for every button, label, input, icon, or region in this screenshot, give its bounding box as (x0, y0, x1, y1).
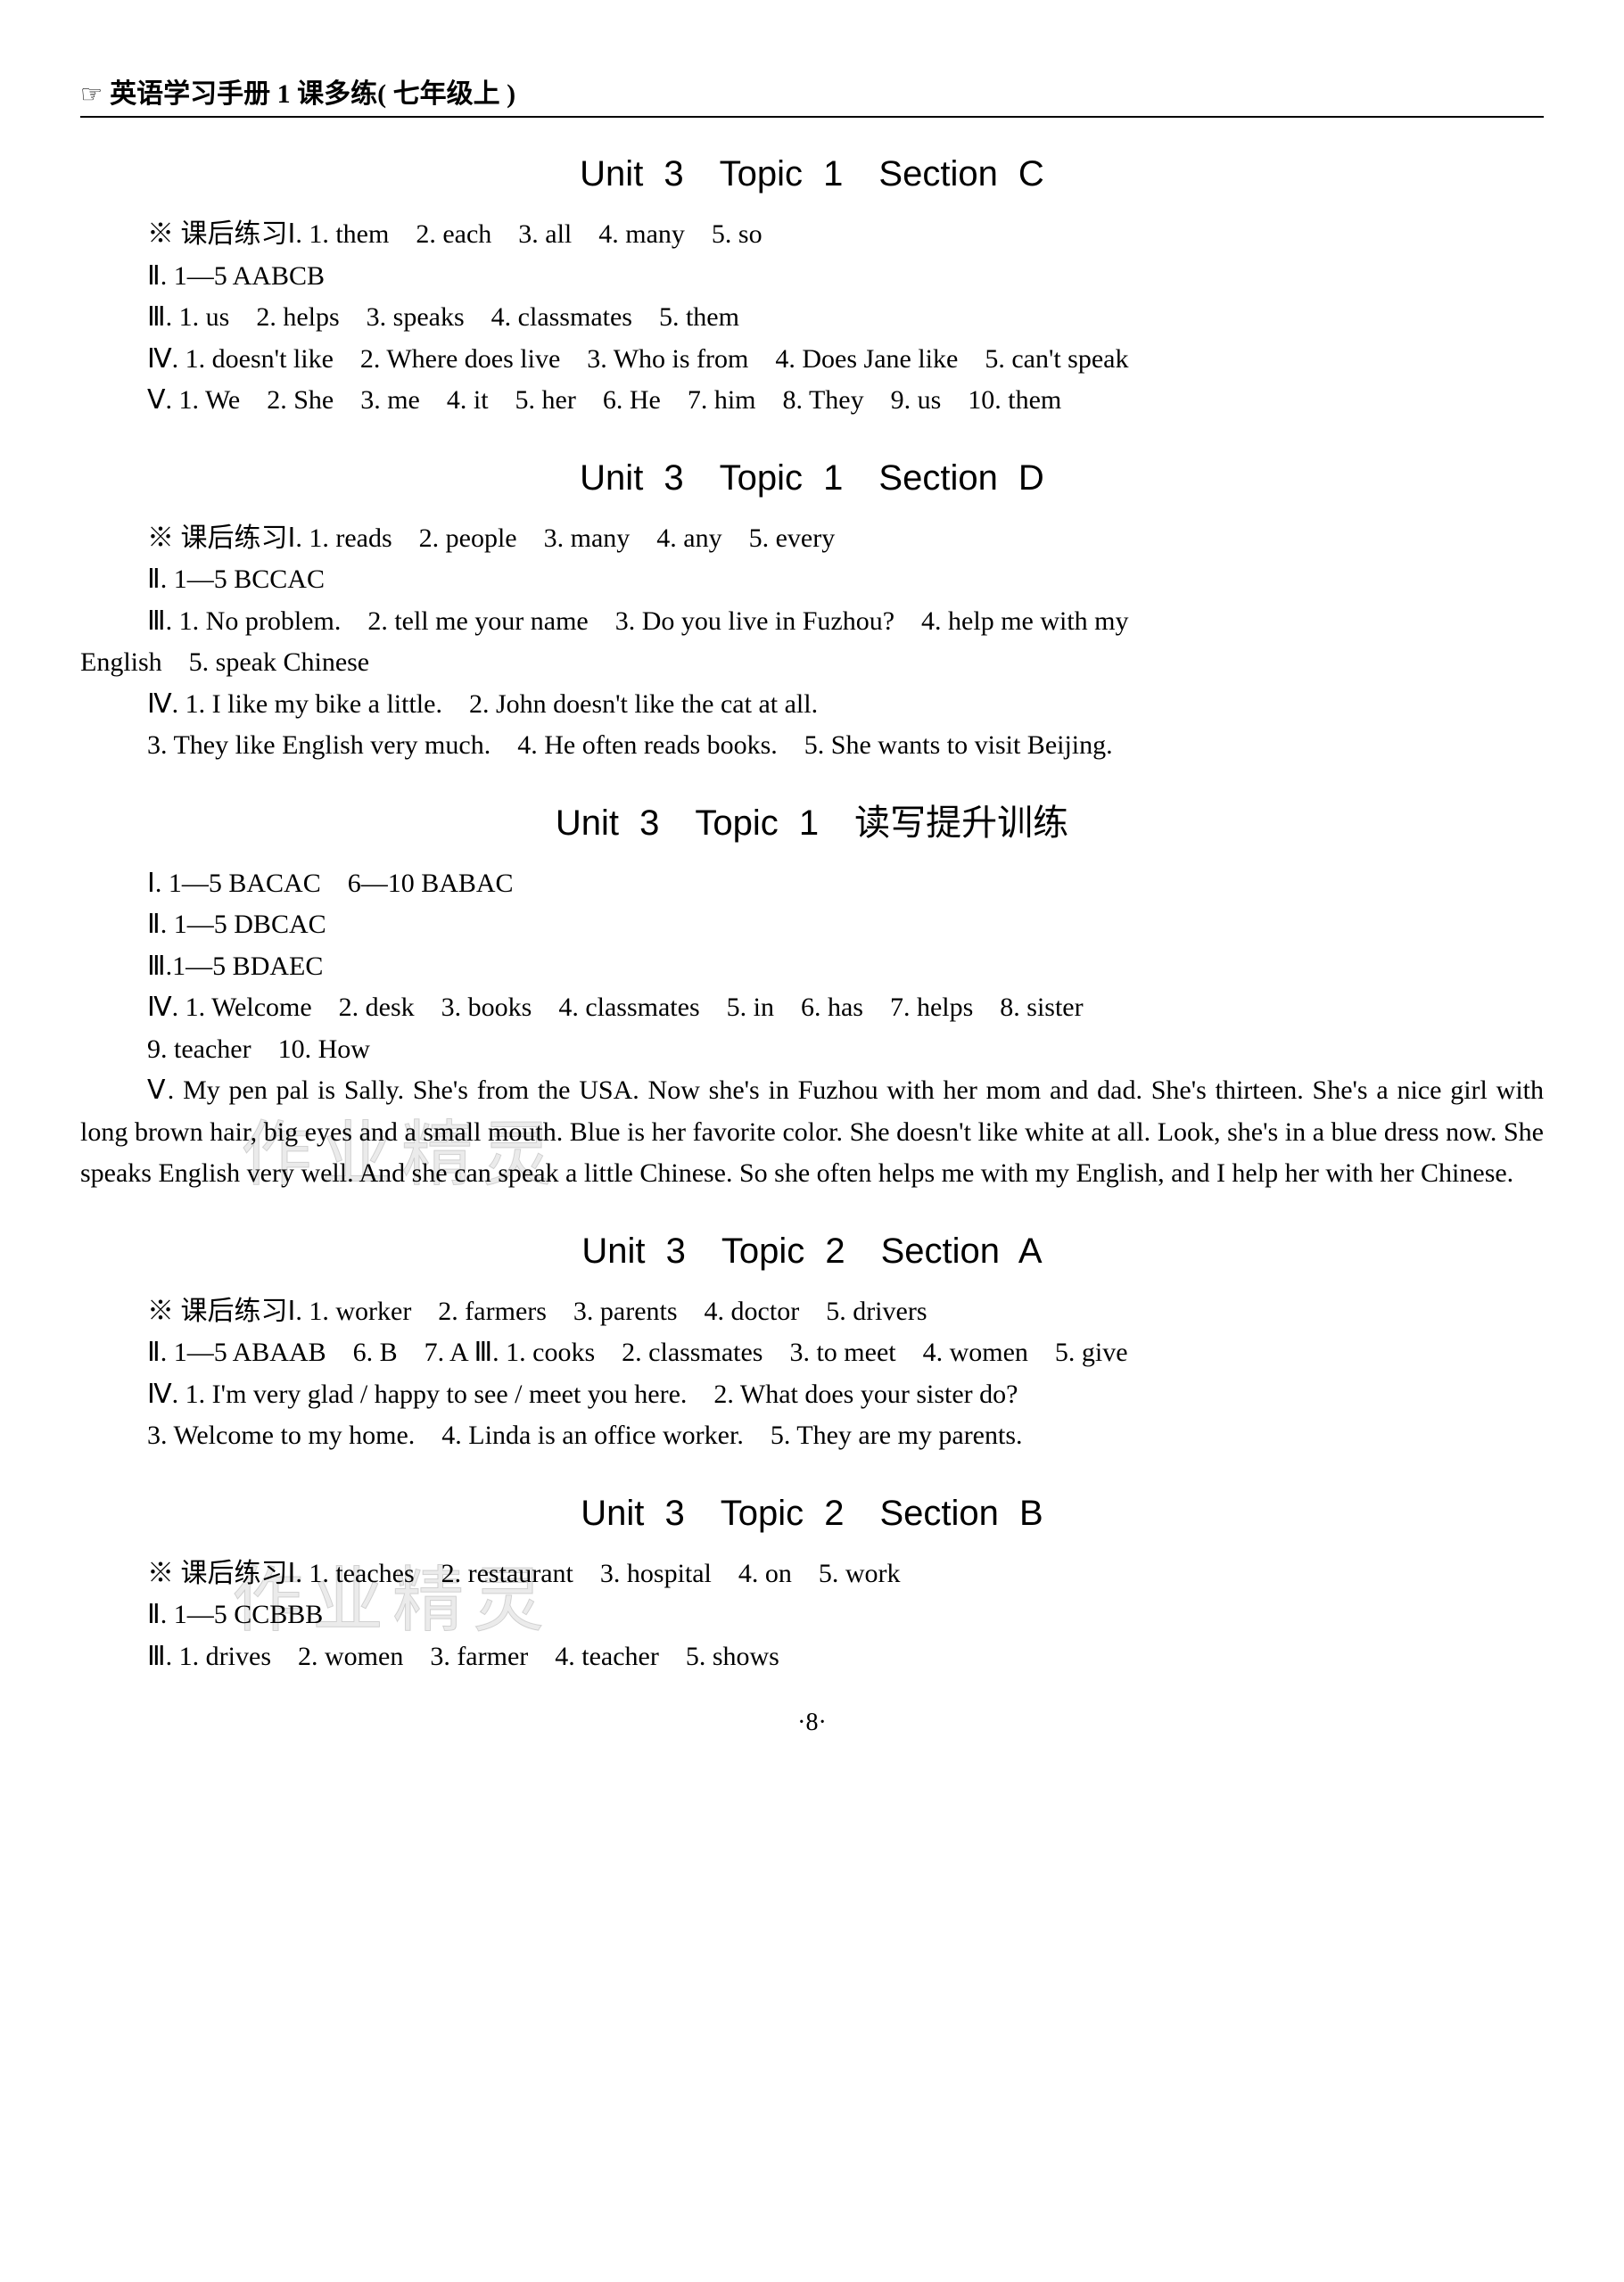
answer-line: Ⅲ. 1. us 2. helps 3. speaks 4. classmate… (80, 297, 1544, 339)
section-title: Unit 3 Topic 1 读写提升训练 (80, 794, 1544, 845)
answer-line: ※ 课后练习Ⅰ. 1. worker 2. farmers 3. parents… (80, 1291, 1544, 1333)
answer-line: 3. They like English very much. 4. He of… (80, 725, 1544, 767)
answer-line: ※ 课后练习Ⅰ. 1. them 2. each 3. all 4. many … (80, 214, 1544, 256)
answer-line: Ⅱ. 1—5 ABAAB 6. B 7. A Ⅲ. 1. cooks 2. cl… (80, 1332, 1544, 1374)
answer-line: Ⅲ. 1. No problem. 2. tell me your name 3… (80, 601, 1544, 643)
answer-line: 3. Welcome to my home. 4. Linda is an of… (80, 1415, 1544, 1457)
answer-line: Ⅳ. 1. I'm very glad / happy to see / mee… (80, 1374, 1544, 1416)
section-title: Unit 3 Topic 2 Section B (80, 1484, 1544, 1536)
answer-line: Ⅱ. 1—5 CCBBB (80, 1594, 1544, 1636)
answer-line: 9. teacher 10. How (80, 1029, 1544, 1071)
answer-line: Ⅰ. 1—5 BACAC 6—10 BABAC (80, 863, 1544, 905)
answer-line: Ⅲ. 1. drives 2. women 3. farmer 4. teach… (80, 1636, 1544, 1678)
section-title: Unit 3 Topic 1 Section D (80, 449, 1544, 500)
pointer-icon: ☞ (80, 79, 103, 110)
answer-line: Ⅲ.1—5 BDAEC (80, 946, 1544, 988)
answer-line: Ⅱ. 1—5 DBCAC (80, 904, 1544, 946)
header-title: 英语学习手册 1 课多练( 七年级上 ) (110, 71, 515, 111)
answer-line: Ⅱ. 1—5 BCCAC (80, 559, 1544, 601)
page-header: ☞ 英语学习手册 1 课多练( 七年级上 ) (80, 71, 1544, 118)
answer-line: ※ 课后练习Ⅰ. 1. teaches 2. restaurant 3. hos… (80, 1553, 1544, 1595)
answer-line: Ⅴ. 1. We 2. She 3. me 4. it 5. her 6. He… (80, 380, 1544, 422)
answer-line: Ⅳ. 1. doesn't like 2. Where does live 3.… (80, 339, 1544, 381)
section-title: Unit 3 Topic 2 Section A (80, 1222, 1544, 1273)
section-title: Unit 3 Topic 1 Section C (80, 144, 1544, 196)
answer-line: English 5. speak Chinese (80, 642, 1544, 684)
answer-line: Ⅳ. 1. I like my bike a little. 2. John d… (80, 684, 1544, 726)
page-number: ·8· (80, 1709, 1544, 1737)
page-container: ☞ 英语学习手册 1 课多练( 七年级上 ) Unit 3 Topic 1 Se… (80, 71, 1544, 1737)
answer-line: Ⅱ. 1—5 AABCB (80, 256, 1544, 298)
answer-line: ※ 课后练习Ⅰ. 1. reads 2. people 3. many 4. a… (80, 518, 1544, 560)
answer-line: Ⅳ. 1. Welcome 2. desk 3. books 4. classm… (80, 987, 1544, 1029)
paragraph-text: Ⅴ. My pen pal is Sally. She's from the U… (80, 1070, 1544, 1195)
